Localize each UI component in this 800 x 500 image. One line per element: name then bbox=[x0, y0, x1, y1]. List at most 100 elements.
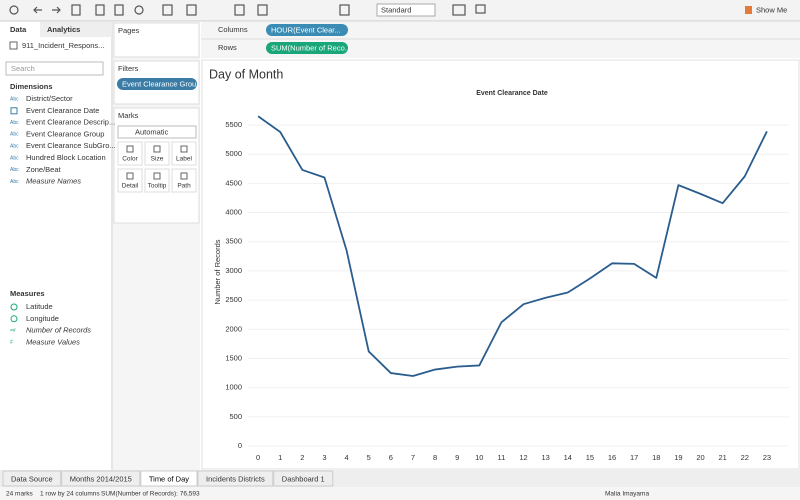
analytics-tab-bg bbox=[40, 22, 112, 37]
sheet-tab[interactable] bbox=[197, 470, 274, 487]
sheet-tab-label: Incidents Districts bbox=[206, 474, 265, 483]
toolbar-icons bbox=[9, 4, 486, 16]
field-type-icon: Abc bbox=[10, 132, 19, 138]
y-tick-label: 4000 bbox=[225, 208, 242, 217]
axis-title-x: Event Clearance Date bbox=[476, 90, 548, 97]
rows-pill-label: SUM(Number of Reco... bbox=[271, 43, 351, 52]
mark-card-button[interactable] bbox=[171, 141, 197, 166]
columns-pill[interactable] bbox=[266, 24, 348, 36]
x-tick-label: 19 bbox=[674, 453, 682, 462]
x-tick-label: 1 bbox=[278, 453, 282, 462]
field-type-icon: Abc bbox=[10, 144, 19, 150]
sort-button[interactable] bbox=[257, 4, 268, 16]
x-tick-label: 13 bbox=[542, 453, 550, 462]
field-type-icon: Abc bbox=[10, 96, 19, 102]
status-bar bbox=[0, 487, 800, 500]
columns-title: Columns bbox=[218, 25, 248, 34]
x-tick-label: 5 bbox=[367, 453, 371, 462]
filter-pill[interactable] bbox=[117, 78, 197, 90]
mark-card-button[interactable] bbox=[144, 141, 170, 166]
refresh-button[interactable] bbox=[134, 5, 144, 15]
mark-card-label: Detail bbox=[122, 183, 139, 190]
data-button[interactable] bbox=[114, 4, 124, 16]
field-label[interactable]: District/Sector bbox=[26, 94, 73, 103]
x-tick-label: 21 bbox=[718, 453, 726, 462]
field-label[interactable]: Event Clearance Descrip... bbox=[26, 118, 115, 127]
field-type-icon: Abc bbox=[10, 120, 19, 126]
field-label[interactable]: Measure Values bbox=[26, 337, 80, 346]
field-label[interactable]: Latitude bbox=[26, 302, 53, 311]
field-label[interactable]: Event Clearance Group bbox=[26, 129, 104, 138]
status-user[interactable]: Malia Imayama bbox=[605, 491, 649, 498]
sheet-area bbox=[201, 59, 800, 470]
x-tick-label: 23 bbox=[763, 453, 771, 462]
field-label[interactable]: Longitude bbox=[26, 314, 59, 323]
filters-title: Filters bbox=[118, 64, 139, 73]
sheet-tab-label: Months 2014/2015 bbox=[70, 474, 132, 483]
y-tick-label: 500 bbox=[229, 412, 242, 421]
y-tick-label: 5000 bbox=[225, 149, 242, 158]
datasource-icon bbox=[9, 41, 18, 50]
group-button[interactable] bbox=[234, 4, 245, 16]
view-size-dropdown[interactable] bbox=[376, 3, 436, 17]
field-label[interactable]: Number of Records bbox=[26, 326, 91, 335]
x-tick-label: 0 bbox=[256, 453, 260, 462]
present-button[interactable] bbox=[475, 4, 486, 14]
mark-card-button[interactable] bbox=[171, 168, 197, 193]
x-tick-label: 14 bbox=[564, 453, 572, 462]
data-tab[interactable]: Data bbox=[10, 25, 27, 34]
field-label[interactable]: Hundred Block Location bbox=[26, 153, 106, 162]
field-label[interactable]: Event Clearance SubGro... bbox=[26, 141, 116, 150]
back-button[interactable] bbox=[33, 6, 42, 14]
marks-title: Marks bbox=[118, 111, 139, 120]
search-box[interactable] bbox=[5, 61, 104, 76]
label-button[interactable] bbox=[339, 4, 350, 16]
x-tick-label: 10 bbox=[475, 453, 483, 462]
presentation-button[interactable] bbox=[452, 4, 466, 16]
show-me[interactable]: Show Me bbox=[756, 5, 787, 14]
status-sum: SUM(Number of Records): 76,593 bbox=[101, 491, 200, 498]
sheet-tab[interactable] bbox=[2, 470, 62, 487]
field-label[interactable]: Zone/Beat bbox=[26, 165, 62, 174]
save-button[interactable] bbox=[71, 4, 81, 16]
sheet-tab-label: Data Source bbox=[11, 474, 53, 483]
field-label[interactable]: Event Clearance Date bbox=[26, 106, 99, 115]
sheet-tab[interactable] bbox=[273, 470, 334, 487]
data-source[interactable]: 911_Incident_Respons... bbox=[22, 41, 104, 50]
y-tick-label: 1000 bbox=[225, 383, 242, 392]
analytics-tab[interactable]: Analytics bbox=[47, 25, 80, 34]
x-tick-label: 4 bbox=[345, 453, 349, 462]
mark-card-button[interactable] bbox=[117, 141, 143, 166]
rows-title: Rows bbox=[218, 43, 237, 52]
forward-button[interactable] bbox=[52, 6, 61, 14]
sheet-tab-label: Time of Day bbox=[149, 474, 189, 483]
sheet-title: Day of Month bbox=[209, 67, 283, 81]
mark-card-icon bbox=[126, 172, 134, 180]
geo-icon bbox=[10, 303, 18, 311]
mark-card-icon bbox=[180, 172, 188, 180]
view-size: Standard bbox=[381, 5, 411, 14]
x-tick-label: 12 bbox=[519, 453, 527, 462]
sheet-tab[interactable] bbox=[140, 470, 198, 487]
pages-title: Pages bbox=[118, 26, 140, 35]
columns-pill-label: HOUR(Event Clear... bbox=[271, 25, 341, 34]
x-tick-label: 22 bbox=[741, 453, 749, 462]
new-sheet-button[interactable] bbox=[95, 4, 105, 16]
x-tick-label: 9 bbox=[455, 453, 459, 462]
swap-button[interactable] bbox=[186, 4, 197, 16]
mark-card-icon bbox=[153, 172, 161, 180]
mark-card-icon bbox=[180, 145, 188, 153]
chart-button[interactable] bbox=[162, 4, 173, 16]
pages-card bbox=[113, 22, 200, 58]
field-label[interactable]: Measure Names bbox=[26, 177, 81, 186]
field-type-icon: # bbox=[10, 340, 13, 346]
x-tick-label: 17 bbox=[630, 453, 638, 462]
sheet-tab[interactable] bbox=[61, 470, 141, 487]
data-pane bbox=[0, 22, 112, 470]
rows-pill[interactable] bbox=[266, 42, 348, 54]
mark-card-button[interactable] bbox=[117, 168, 143, 193]
mark-card-button[interactable] bbox=[144, 168, 170, 193]
y-tick-label: 3500 bbox=[225, 237, 242, 246]
x-tick-label: 11 bbox=[498, 453, 506, 462]
mark-type-dropdown[interactable] bbox=[117, 125, 197, 139]
